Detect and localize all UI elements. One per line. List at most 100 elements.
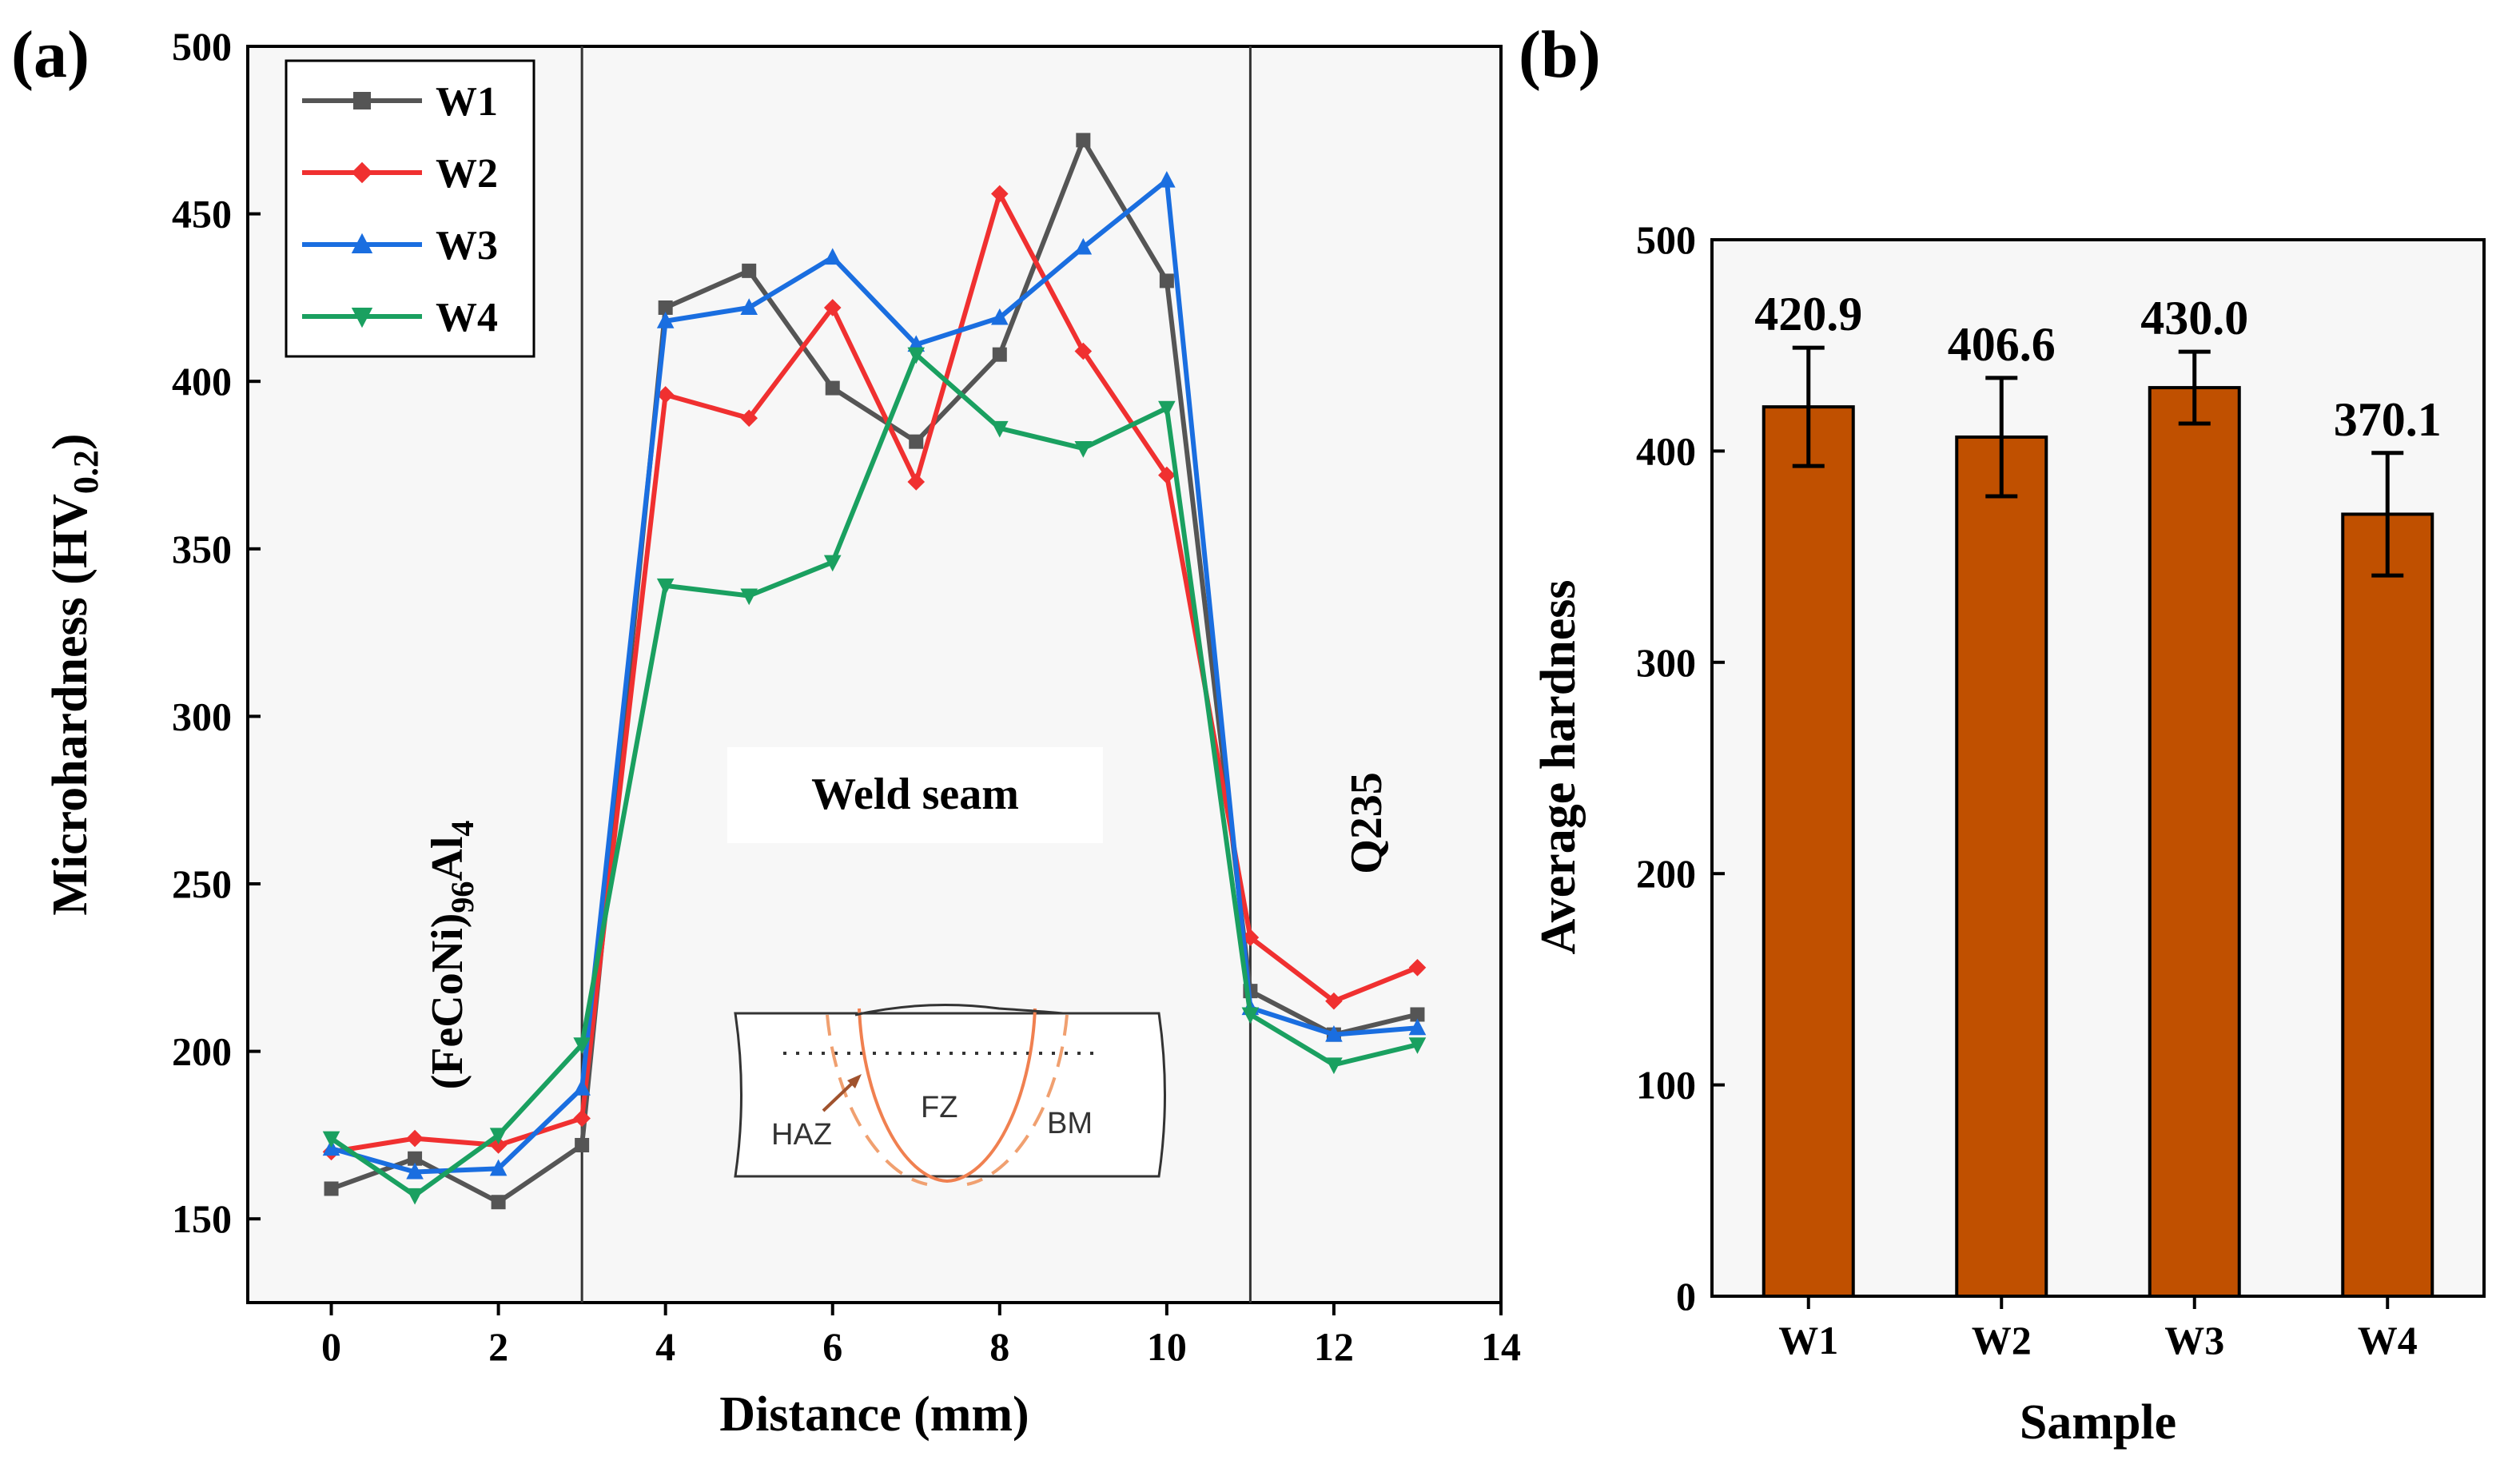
x-tick-label-w1: W1 bbox=[1778, 1318, 1838, 1363]
value-label-w3: 430.0 bbox=[2140, 292, 2248, 344]
data-point-w4 bbox=[322, 1131, 340, 1148]
region-label-q235: Q235 bbox=[1342, 772, 1391, 874]
data-point-w3 bbox=[1408, 1018, 1427, 1036]
data-point-w1 bbox=[1076, 133, 1091, 148]
data-point-w4 bbox=[406, 1188, 424, 1205]
y-tick-label-a: 350 bbox=[172, 527, 232, 571]
data-point-w2 bbox=[1325, 992, 1343, 1010]
bar-w4 bbox=[2341, 512, 2434, 1298]
y-tick-label-b: 200 bbox=[1636, 851, 1696, 896]
y-tick-label-b: 0 bbox=[1676, 1274, 1696, 1319]
bar-w1 bbox=[1762, 405, 1855, 1299]
x-tick-label-a: 12 bbox=[1314, 1324, 1354, 1369]
data-point-w1 bbox=[408, 1151, 423, 1166]
region-label-weld-seam: Weld seam bbox=[811, 770, 1019, 819]
y-tick-label-a: 500 bbox=[172, 24, 232, 69]
data-point-w2 bbox=[907, 473, 926, 491]
data-point-w3 bbox=[656, 312, 675, 328]
legend-label-w2: W2 bbox=[436, 151, 498, 197]
data-point-w4 bbox=[991, 420, 1009, 438]
x-tick-label-a: 0 bbox=[321, 1324, 341, 1369]
panel-a-label: (a) bbox=[11, 18, 90, 92]
data-point-w4 bbox=[1325, 1057, 1343, 1075]
inset-fz-label: FZ bbox=[921, 1091, 957, 1124]
data-point-w2 bbox=[823, 299, 842, 316]
data-point-w4 bbox=[656, 578, 675, 595]
data-point-w1 bbox=[825, 380, 840, 396]
x-axis-ticks-a: 0 2 4 6 8 10 12 14 bbox=[321, 1303, 1521, 1369]
x-tick-label-a: 6 bbox=[822, 1324, 842, 1369]
y-tick-label-b: 100 bbox=[1636, 1063, 1696, 1108]
data-point-w2 bbox=[740, 409, 758, 428]
data-point-w1 bbox=[324, 1181, 339, 1196]
legend-marker-w3 bbox=[351, 233, 373, 253]
data-point-w2 bbox=[406, 1129, 424, 1148]
x-tick-label-a: 2 bbox=[488, 1324, 508, 1369]
value-label-w1: 420.9 bbox=[1754, 288, 1862, 340]
inset-bm-label: BM bbox=[1047, 1107, 1093, 1140]
data-point-w3 bbox=[1074, 237, 1093, 255]
data-point-w3 bbox=[823, 248, 842, 265]
legend-a: W1 W2 W3 W4 bbox=[285, 59, 535, 358]
value-label-w4: 370.1 bbox=[2334, 393, 2442, 446]
y-axis-title-b: Average hardness bbox=[1531, 580, 1586, 955]
y-tick-label-b: 400 bbox=[1636, 428, 1696, 473]
series-line-w3 bbox=[330, 177, 1418, 1175]
data-point-w3 bbox=[1158, 170, 1176, 188]
data-point-w1 bbox=[491, 1195, 506, 1210]
data-point-w3 bbox=[1325, 1024, 1343, 1042]
data-point-w1 bbox=[1159, 273, 1174, 288]
y-axis-ticks-a: 150 200 250 300 350 400 450 500 bbox=[172, 24, 261, 1241]
panel-a: (a) 150 200 250 300 350 400 450 500 0 2 4 6 8 10 12 14… bbox=[11, 18, 1521, 1442]
y-tick-label-b: 300 bbox=[1636, 640, 1696, 685]
data-point-w3 bbox=[573, 1079, 591, 1096]
panel-b: (b) 0 100 200 300 400 500 420.9 W1 406.6 W2 430.0… bbox=[1519, 18, 2486, 1450]
x-tick-label-a: 10 bbox=[1147, 1324, 1187, 1369]
data-point-w1 bbox=[742, 263, 757, 278]
data-point-w3 bbox=[489, 1159, 508, 1176]
data-point-w1 bbox=[909, 434, 924, 449]
y-tick-label-a: 150 bbox=[172, 1196, 232, 1241]
y-tick-label-a: 200 bbox=[172, 1029, 232, 1074]
region-label-base-metal: (FeCoNi)96Al4 bbox=[423, 821, 480, 1090]
data-point-w4 bbox=[1408, 1037, 1427, 1054]
y-tick-label-a: 300 bbox=[172, 694, 232, 738]
inset-haz-label: HAZ bbox=[771, 1118, 832, 1152]
y-axis-title-a: Microhardness (HV0.2) bbox=[43, 433, 105, 915]
data-point-w3 bbox=[740, 298, 758, 315]
y-tick-label-b: 500 bbox=[1636, 217, 1696, 262]
data-point-w2 bbox=[1408, 959, 1427, 977]
y-tick-label-a: 250 bbox=[172, 861, 232, 906]
data-point-w4 bbox=[1158, 400, 1176, 418]
y-axis-ticks-b: 0 100 200 300 400 500 bbox=[1636, 217, 1725, 1319]
data-point-w4 bbox=[823, 555, 842, 572]
legend-marker-w2 bbox=[351, 161, 373, 184]
x-tick-label-a: 4 bbox=[655, 1324, 675, 1369]
legend-marker-w4 bbox=[351, 308, 373, 328]
x-axis-title-a: Distance (mm) bbox=[719, 1387, 1029, 1442]
x-tick-label-a: 8 bbox=[989, 1324, 1009, 1369]
legend-marker-w1 bbox=[353, 92, 371, 109]
data-point-w3 bbox=[406, 1162, 424, 1180]
data-point-w2 bbox=[1074, 342, 1093, 360]
legend-label-w1: W1 bbox=[436, 79, 498, 125]
y-tick-label-a: 400 bbox=[172, 359, 232, 404]
data-point-w4 bbox=[489, 1128, 508, 1145]
line-series bbox=[322, 133, 1427, 1210]
data-point-w2 bbox=[656, 386, 675, 404]
weld-seam-label-bg bbox=[727, 747, 1103, 843]
y-tick-label-a: 450 bbox=[172, 192, 232, 237]
bar-w2 bbox=[1955, 435, 2048, 1298]
data-point-w2 bbox=[573, 1109, 591, 1128]
data-point-w1 bbox=[575, 1137, 590, 1152]
data-point-w4 bbox=[907, 347, 926, 364]
panel-b-label: (b) bbox=[1519, 18, 1601, 92]
data-point-w1 bbox=[658, 300, 673, 315]
data-point-w4 bbox=[573, 1037, 591, 1054]
bar-w3 bbox=[2148, 386, 2241, 1299]
data-point-w3 bbox=[991, 308, 1009, 325]
weld-schematic-inset: HAZ FZ BM bbox=[734, 1004, 1166, 1186]
data-point-w4 bbox=[1241, 1007, 1260, 1024]
x-axis-title-b: Sample bbox=[2020, 1395, 2176, 1450]
